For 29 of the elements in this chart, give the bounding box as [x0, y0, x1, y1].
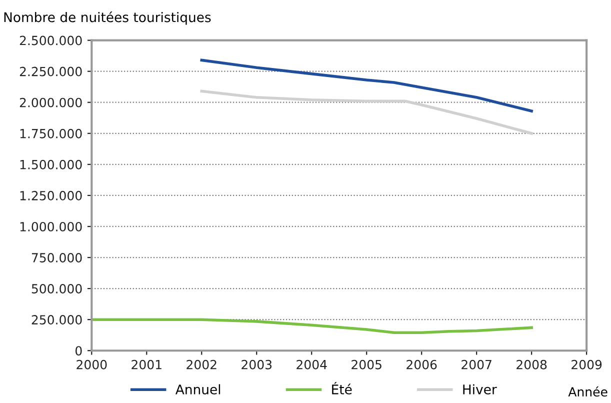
x-tick-label: 2005	[352, 360, 382, 370]
line-series	[92, 318, 533, 334]
legend-label: Annuel	[175, 384, 220, 394]
x-tick-label: 2006	[406, 360, 437, 370]
x-tick-label: 2004	[296, 360, 327, 370]
line-series	[200, 58, 533, 112]
y-tick-label: 1.000.000	[20, 222, 82, 232]
line-series	[200, 90, 533, 135]
y-tick-label: 2.250.000	[20, 66, 82, 76]
x-tick-label: 2003	[242, 360, 272, 370]
x-tick-label: 2009	[572, 360, 602, 370]
x-tick-label: 2007	[462, 360, 492, 370]
y-tick-label: 750.000	[32, 252, 82, 262]
y-tick-label: 1.500.000	[20, 160, 82, 170]
x-axis-title: Année	[568, 386, 608, 397]
legend-label: Été	[332, 382, 352, 394]
y-tick-label: 1.250.000	[20, 190, 82, 200]
y-tick-label: 2.500.000	[20, 36, 82, 46]
y-tick-label: 0	[75, 346, 82, 356]
y-tick-label: 1.750.000	[20, 128, 82, 138]
legend-label: Hiver	[463, 384, 497, 394]
x-tick-label: 2001	[132, 360, 162, 370]
x-tick-label: 2000	[76, 360, 107, 370]
y-tick-label: 500.000	[32, 284, 82, 294]
x-tick-label: 2002	[186, 360, 216, 370]
y-tick-label: 2.000.000	[20, 98, 82, 108]
y-axis-title: Nombre de nuitées touristiques	[4, 11, 211, 25]
y-tick-label: 250.000	[32, 315, 82, 325]
x-tick-label: 2008	[516, 360, 547, 370]
